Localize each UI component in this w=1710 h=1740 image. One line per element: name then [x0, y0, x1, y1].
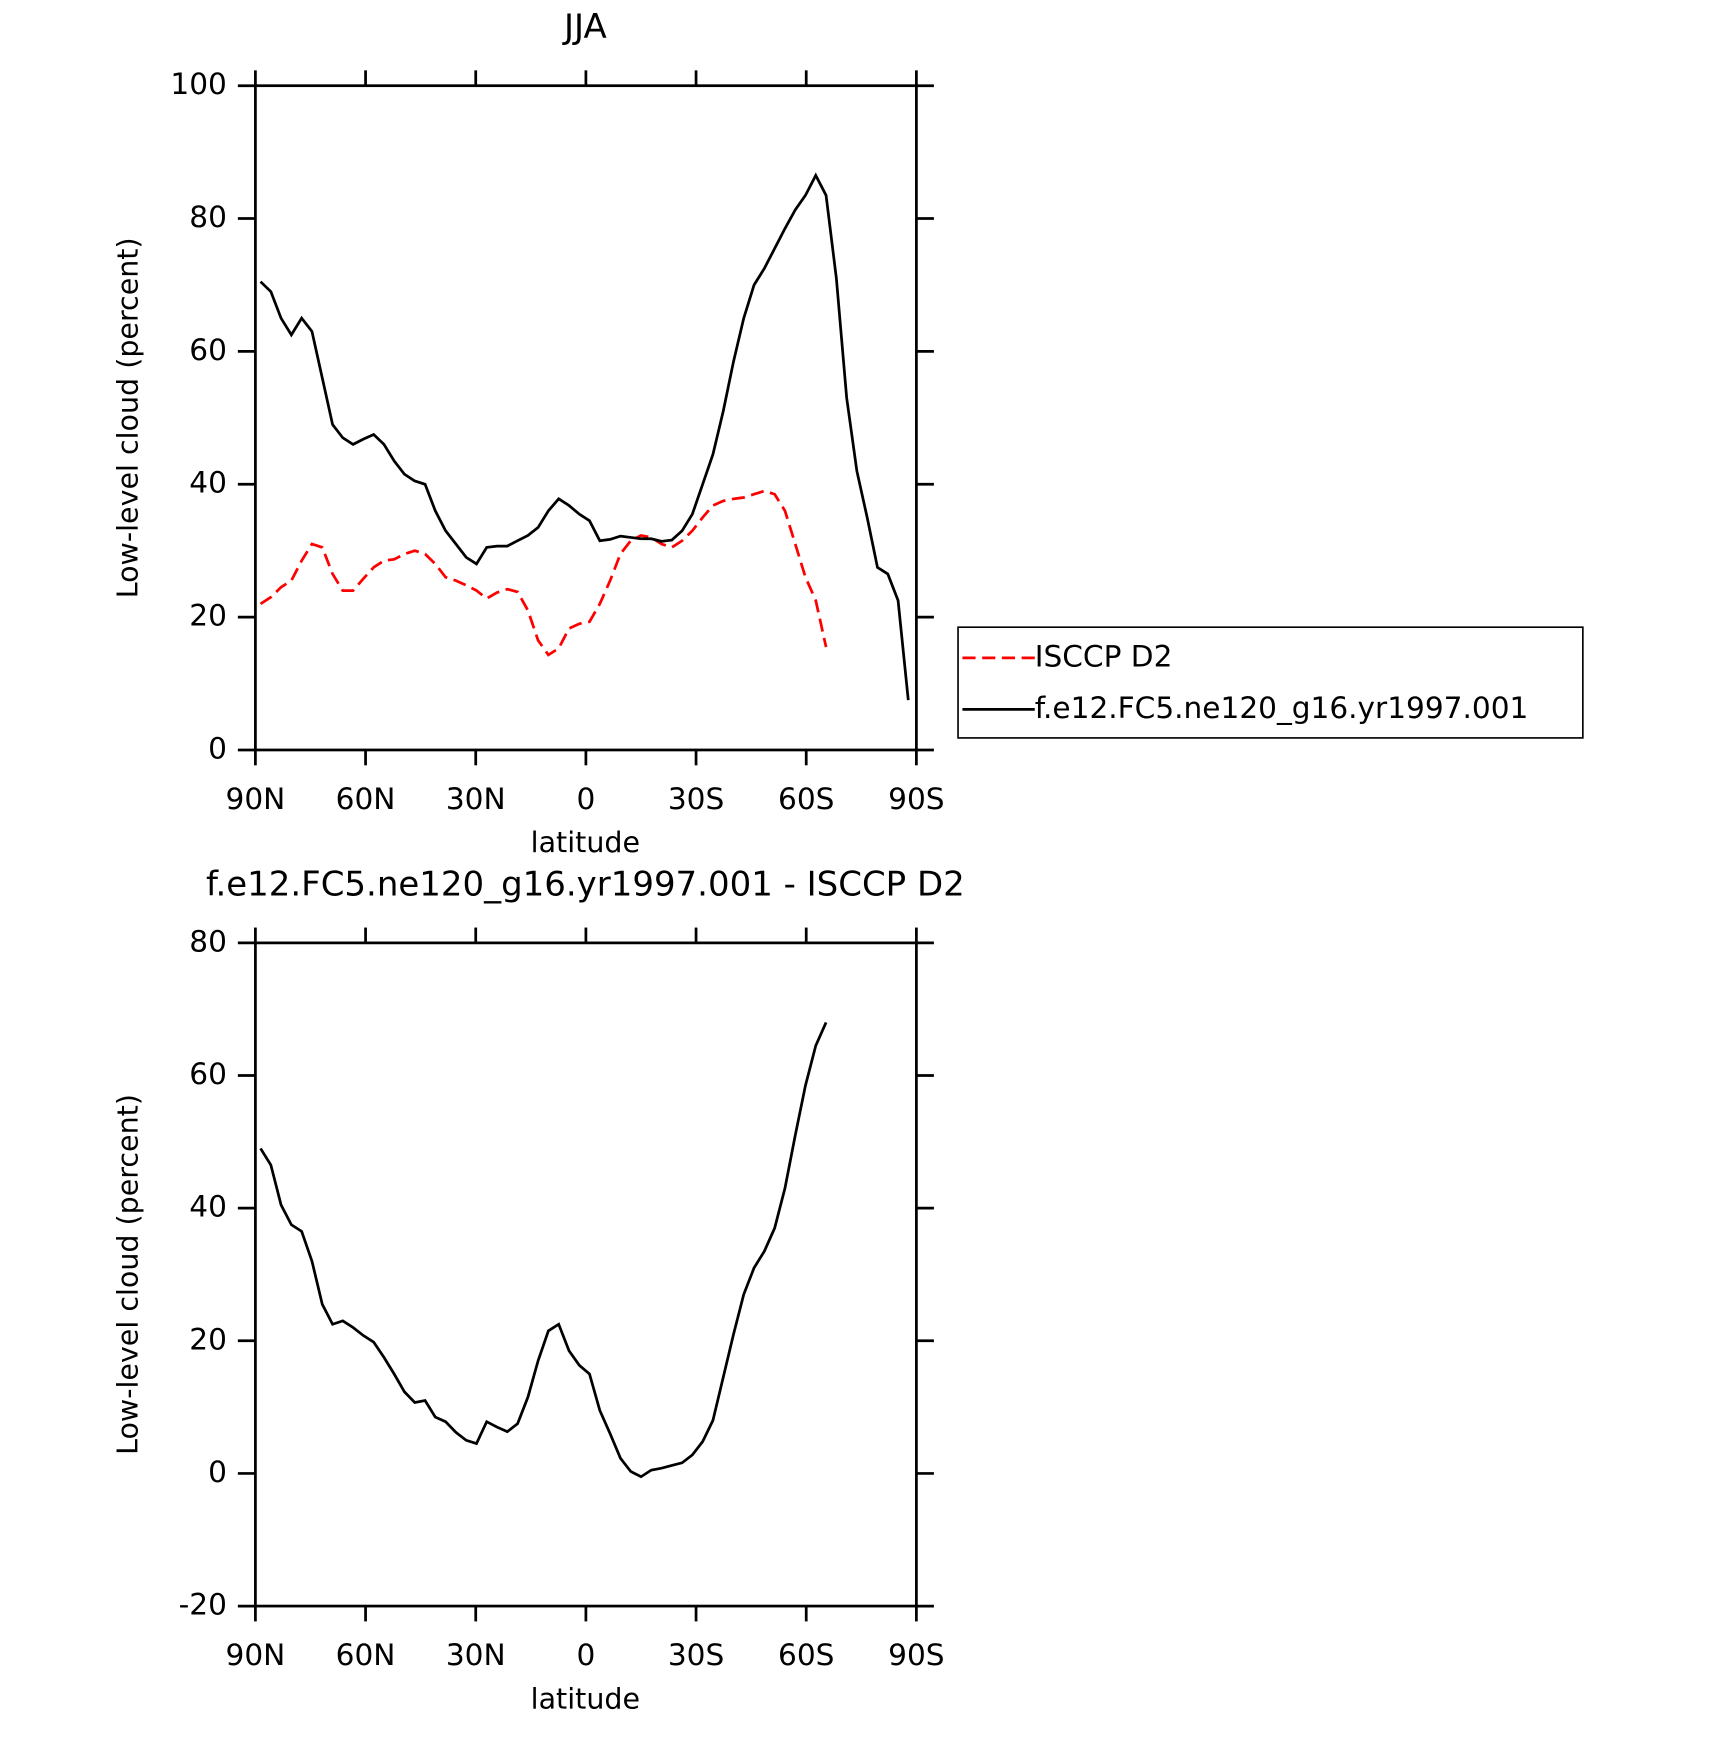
- x-tick-label: 60S: [778, 1638, 834, 1672]
- y-tick-label: 80: [189, 924, 227, 958]
- series-line: [259, 172, 910, 701]
- chart-title: JJA: [562, 7, 607, 47]
- x-tick-label: 90N: [226, 1638, 286, 1672]
- x-tick-label: 0: [576, 782, 595, 816]
- x-tick-label: 0: [576, 1638, 595, 1672]
- x-tick-label: 90S: [888, 782, 944, 816]
- x-tick-label: 90S: [888, 1638, 944, 1672]
- y-tick-label: 40: [189, 1190, 227, 1224]
- x-tick-label: 90N: [226, 782, 286, 816]
- legend-label: f.e12.FC5.ne120_g16.yr1997.001: [1035, 691, 1529, 725]
- y-tick-label: 80: [189, 200, 227, 234]
- y-tick-label: 60: [189, 333, 227, 367]
- y-tick-label: -20: [179, 1588, 227, 1622]
- legend-label: ISCCP D2: [1035, 639, 1173, 673]
- y-axis-label: Low-level cloud (percent): [111, 237, 144, 598]
- x-tick-label: 60S: [778, 782, 834, 816]
- x-tick-label: 30N: [446, 1638, 506, 1672]
- y-axis-label: Low-level cloud (percent): [111, 1094, 144, 1455]
- y-tick-label: 100: [170, 67, 226, 101]
- x-tick-label: 30S: [668, 1638, 724, 1672]
- y-tick-label: 60: [189, 1057, 227, 1091]
- series-line: [259, 1021, 828, 1479]
- y-tick-label: 20: [189, 599, 227, 633]
- legend-box: [957, 626, 1584, 739]
- plot-frame: [254, 84, 918, 752]
- x-tick-label: 60N: [336, 1638, 396, 1672]
- chart-title: f.e12.FC5.ne120_g16.yr1997.001 - ISCCP D…: [206, 864, 965, 904]
- x-tick-label: 30S: [668, 782, 724, 816]
- y-tick-label: 20: [189, 1322, 227, 1356]
- series-line: [259, 489, 828, 657]
- y-tick-label: 0: [208, 1455, 227, 1489]
- x-axis-label: latitude: [531, 826, 640, 859]
- x-tick-label: 60N: [336, 782, 396, 816]
- x-tick-label: 30N: [446, 782, 506, 816]
- x-axis-label: latitude: [531, 1682, 640, 1715]
- y-tick-label: 0: [208, 731, 227, 765]
- y-tick-label: 40: [189, 466, 227, 500]
